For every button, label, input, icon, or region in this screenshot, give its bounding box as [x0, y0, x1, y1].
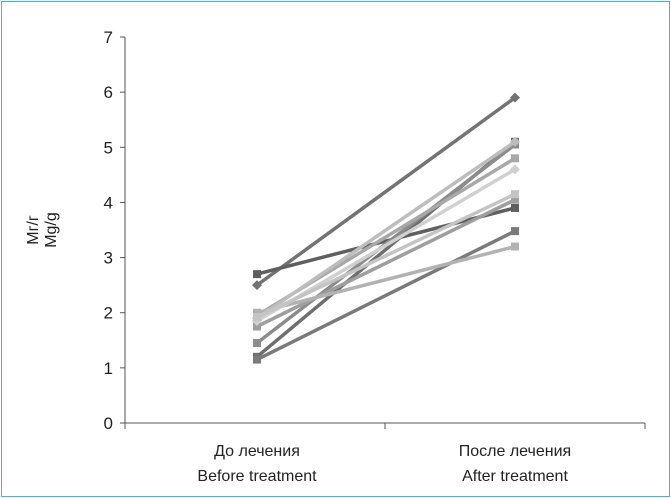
data-point [253, 308, 261, 317]
y-axis-title: Мг/г [25, 215, 42, 245]
data-point [510, 92, 520, 103]
data-point [253, 270, 261, 279]
y-tick-label: 4 [104, 193, 113, 212]
data-point [252, 280, 262, 291]
data-point [511, 203, 519, 212]
data-point [253, 355, 261, 364]
y-axis-title-en: Mg/g [43, 212, 60, 248]
series-line [256, 229, 516, 362]
data-point [511, 195, 519, 204]
data-point [253, 322, 261, 331]
series-line [256, 198, 516, 329]
series-line [256, 192, 516, 319]
y-axis: 0 1 2 3 4 5 6 7 [104, 28, 126, 433]
y-tick-label: 0 [104, 414, 113, 433]
x-category-label-en: After treatment [462, 468, 568, 485]
y-tick-label: 1 [104, 359, 113, 378]
x-axis [124, 422, 646, 429]
data-point [253, 339, 261, 348]
series-line [256, 140, 516, 320]
series-line [255, 96, 517, 287]
y-tick-label: 7 [104, 28, 113, 47]
series-line [256, 244, 516, 315]
y-tick-label: 2 [104, 304, 113, 323]
data-point [510, 164, 520, 175]
data-point [511, 190, 519, 199]
y-tick-label: 3 [104, 249, 113, 268]
x-category-label: После лечения [459, 443, 571, 460]
data-point [511, 242, 519, 251]
data-point [510, 136, 520, 147]
axis-labels: До лечения Before treatment После лечения A… [25, 212, 571, 485]
series-lines [252, 92, 520, 364]
data-point [511, 227, 519, 236]
x-category-label: До лечения [214, 443, 300, 460]
data-point [511, 154, 519, 163]
data-point [253, 313, 261, 322]
y-tick-label: 6 [104, 83, 113, 102]
x-category-label-en: Before treatment [197, 468, 317, 485]
y-tick-label: 5 [104, 138, 113, 157]
